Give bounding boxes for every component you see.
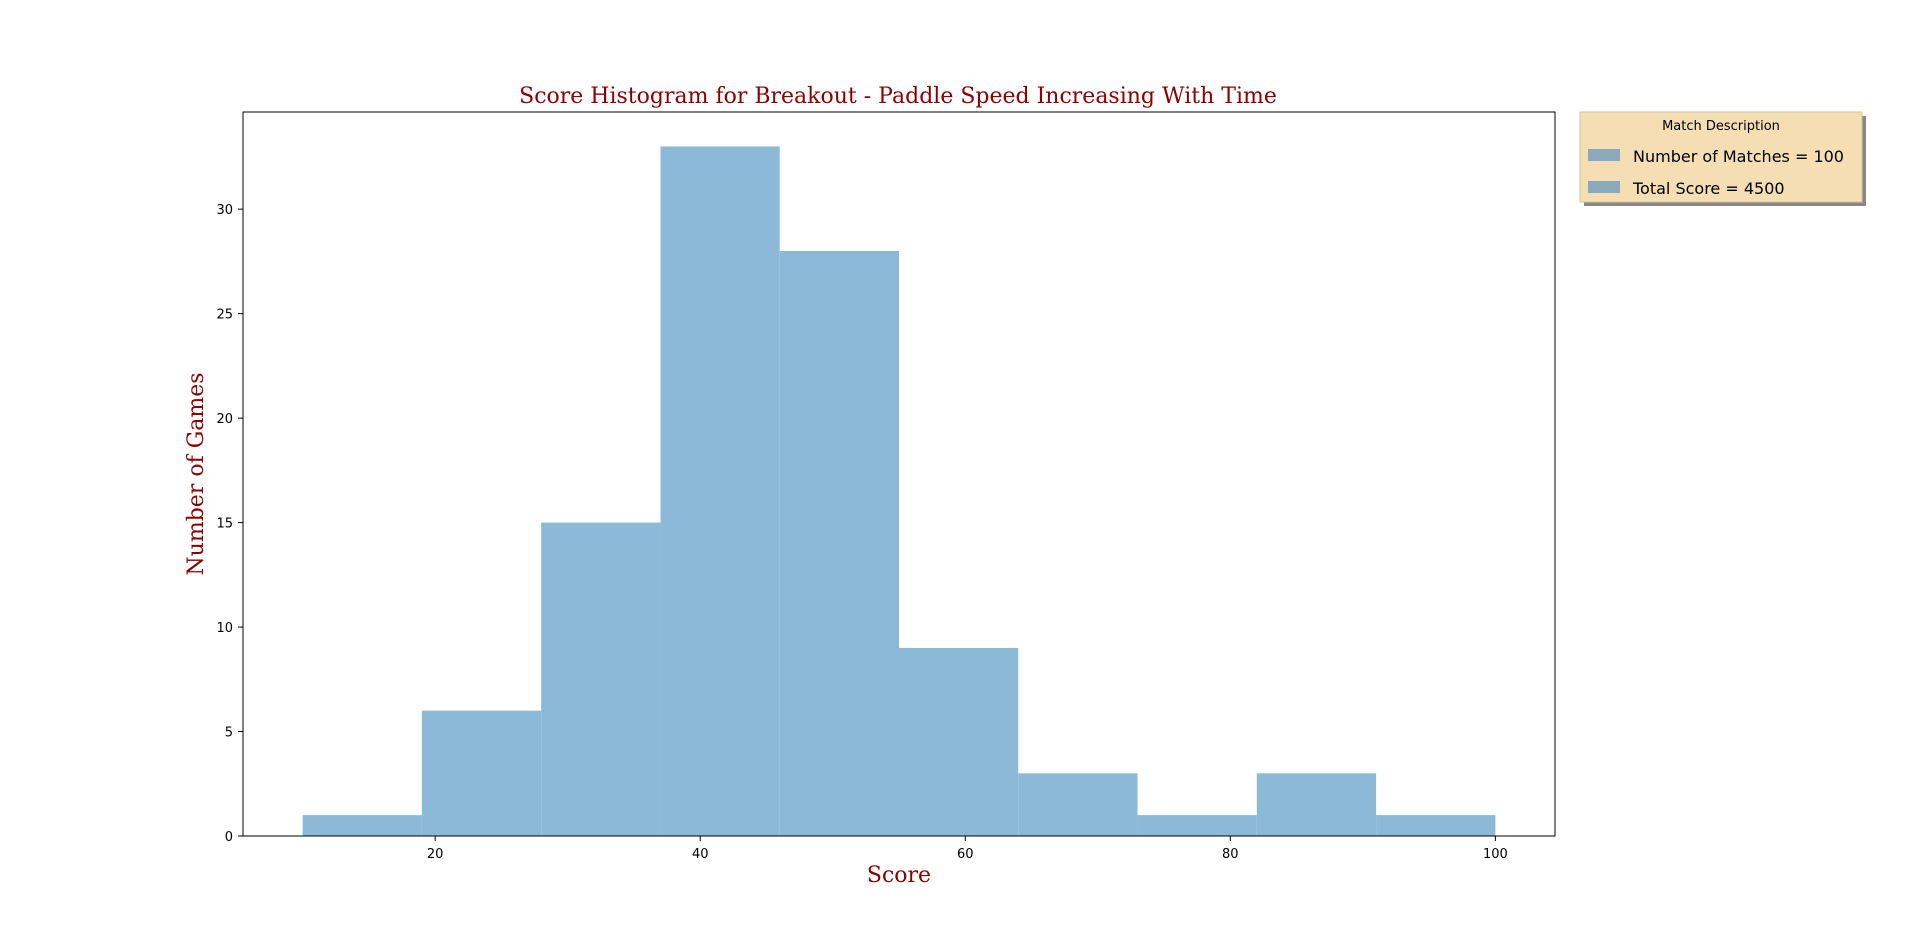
x-tick-label: 60 [957,847,974,862]
y-tick-label: 10 [216,621,233,636]
legend-entry-matches: Number of Matches = 100 [1633,147,1844,166]
y-axis-label: Number of Games [184,372,209,575]
legend-swatch-matches [1588,149,1620,161]
histogram-bar [899,647,1019,836]
histogram-bar [302,815,422,836]
histogram-bar [1376,815,1496,836]
legend-swatch-total-score [1588,181,1620,193]
plot-area-frame [242,111,1556,837]
legend: Match Description Number of Matches = 10… [1579,111,1866,206]
x-axis-ticks: 20 40 60 80 100 [427,836,1508,862]
histogram-bar [1256,773,1377,836]
x-tick-label: 80 [1222,847,1239,862]
y-tick-label: 15 [216,517,233,532]
y-tick-label: 5 [225,726,233,741]
histogram-bar [1018,773,1138,836]
legend-title: Match Description [1662,119,1780,134]
y-tick-label: 25 [216,308,233,323]
y-tick-label: 0 [225,830,233,845]
y-tick-label: 30 [216,203,233,218]
histogram-bar [421,710,542,836]
x-tick-label: 100 [1483,847,1508,862]
chart-title: Score Histogram for Breakout - Paddle Sp… [519,84,1277,109]
legend-box [1579,111,1863,203]
histogram-bars [302,146,1496,837]
x-tick-label: 20 [427,847,444,862]
x-axis-label: Score [867,863,931,888]
histogram-bar [779,250,899,837]
histogram-bar [1137,815,1257,836]
y-axis-ticks: 0 5 10 15 20 25 30 [216,203,243,845]
histogram-bar [660,146,780,836]
histogram-bar [541,522,661,836]
y-tick-label: 20 [216,412,233,427]
legend-entry-total-score: Total Score = 4500 [1632,179,1785,198]
x-tick-label: 40 [692,847,709,862]
